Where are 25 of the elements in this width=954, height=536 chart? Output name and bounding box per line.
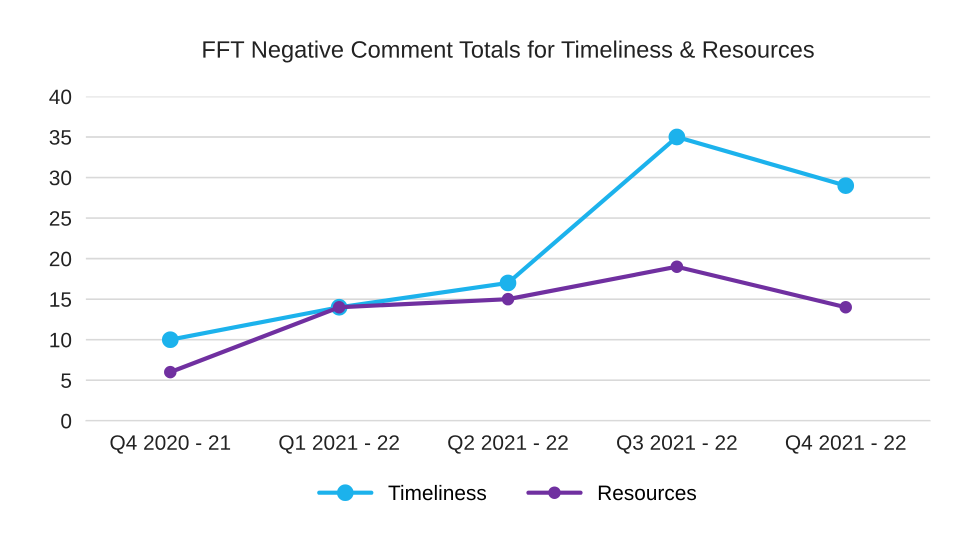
point — [670, 260, 684, 273]
y-tick-label: 20 — [50, 252, 72, 266]
legend-label: Resources — [598, 486, 696, 500]
y-tick-label: 5 — [61, 373, 72, 388]
point — [837, 177, 854, 194]
point — [668, 128, 686, 146]
x-tick-label: Q4 2020 - 21 — [110, 435, 230, 454]
y-tick-label: 0 — [61, 414, 72, 429]
chart-title: FFT Negative Comment Totals for Timeliness & Resources — [203, 40, 814, 62]
x-tick-label: Q3 2021 - 22 — [617, 435, 737, 454]
legend-label: Timeliness — [388, 484, 486, 500]
y-tick-label: 30 — [50, 170, 72, 186]
y-tick-label: 25 — [50, 211, 72, 226]
point — [162, 331, 179, 348]
point — [502, 292, 514, 306]
y-tick-label: 10 — [50, 332, 72, 348]
y-tick-label: 40 — [49, 89, 72, 104]
point — [500, 274, 516, 292]
y-tick-label: 15 — [50, 292, 72, 307]
x-tick-label: Q2 2021 - 22 — [448, 435, 568, 454]
y-tick-label: 35 — [50, 130, 72, 145]
point — [164, 366, 177, 378]
point — [839, 301, 852, 314]
x-tick-label: Q4 2021 - 22 — [786, 435, 906, 454]
x-tick-label: Q1 2021 - 22 — [279, 435, 399, 454]
